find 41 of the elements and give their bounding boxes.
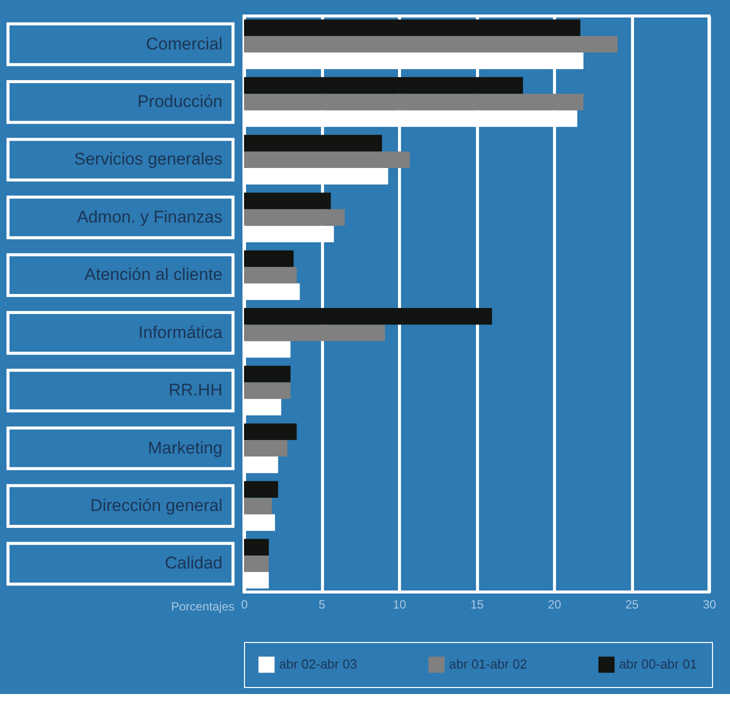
legend-label: abr 00-abr 01: [619, 656, 698, 672]
bar: [244, 36, 618, 53]
y-tick-label: Dirección general: [90, 496, 222, 516]
x-tick-label: 0: [241, 598, 248, 612]
bar: [244, 538, 269, 556]
y-tick-label: Producción: [137, 92, 222, 111]
x-axis-title: Porcentajes: [171, 600, 234, 614]
y-tick-label: Marketing: [148, 438, 222, 458]
x-tick-label: 25: [625, 598, 639, 612]
bar: [244, 423, 297, 440]
bar: [244, 555, 269, 572]
bar: [244, 209, 345, 226]
bar: [244, 134, 382, 152]
legend-label: abr 02-abr 03: [279, 656, 358, 672]
y-tick-label: Informática: [138, 322, 224, 342]
bar: [244, 192, 331, 210]
x-tick-label: 30: [702, 598, 716, 612]
bar: [244, 77, 523, 94]
bar: [244, 19, 580, 36]
x-tick-label: 10: [392, 598, 406, 612]
bar: [244, 266, 297, 284]
bar: [244, 94, 584, 110]
y-tick-label: Servicios generales: [74, 150, 222, 169]
y-tick-label: Admon. y Finanzas: [76, 207, 222, 226]
bar: [244, 498, 272, 514]
bar: [244, 308, 492, 325]
bar: [244, 250, 294, 267]
y-tick-label: Atención al cliente: [84, 265, 222, 284]
bar: [244, 440, 288, 457]
y-tick-label: Comercial: [146, 34, 222, 54]
bar: [244, 324, 386, 342]
y-tick-label: RR.HH: [168, 380, 222, 400]
bar: [244, 481, 278, 498]
y-tick-label: Calidad: [164, 554, 222, 573]
bar: [244, 151, 410, 168]
x-tick-label: 15: [470, 598, 484, 612]
bar: [244, 366, 290, 382]
x-tick-label: 5: [318, 598, 326, 612]
legend-label: abr 01-abr 02: [449, 656, 528, 672]
x-tick-label: 20: [548, 598, 562, 612]
bar: [244, 382, 290, 399]
